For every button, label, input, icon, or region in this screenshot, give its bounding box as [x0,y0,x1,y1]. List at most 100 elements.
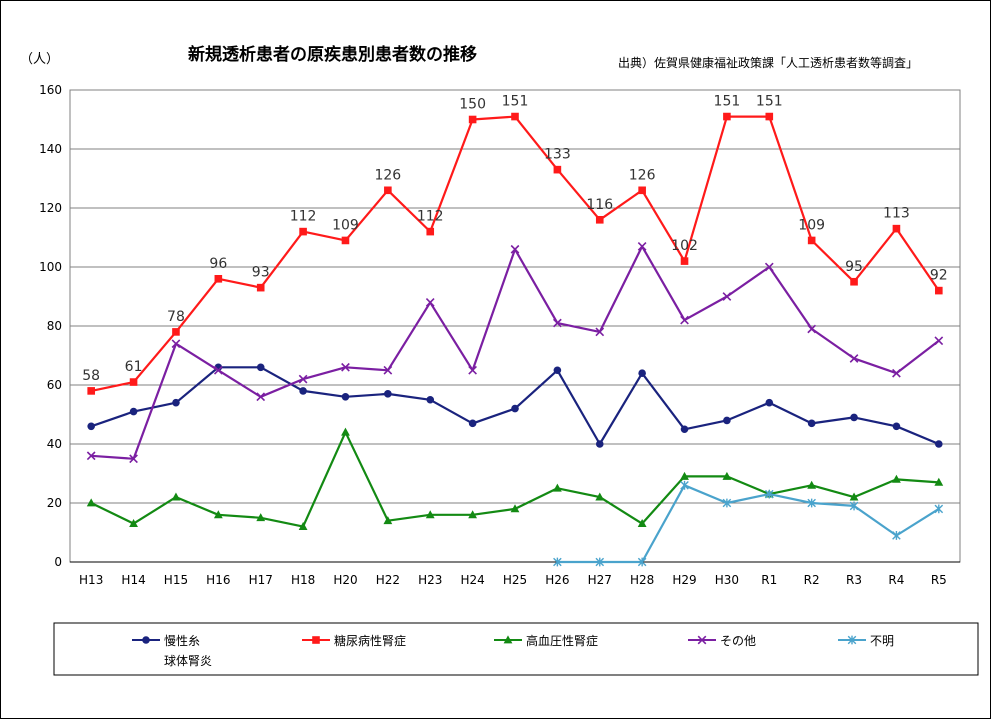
data-point [129,378,138,386]
data-point [341,362,350,372]
data-point [298,522,308,530]
data-point [172,398,180,407]
data-point [426,227,435,236]
data-point [87,422,95,431]
data-point [892,422,901,431]
x-tick-label: H17 [249,573,273,587]
legend-marker [503,635,513,644]
data-point [892,368,901,378]
data-label: 93 [252,265,270,281]
y-tick-label: 60 [47,378,62,392]
data-point [129,454,138,464]
data-point [637,557,647,567]
x-tick-label: H23 [418,573,442,587]
data-point [425,510,435,519]
x-tick-label: H29 [672,573,696,587]
series-4 [553,480,944,567]
legend-label: 高血圧性腎症 [526,633,598,648]
data-point [722,498,732,508]
data-point [680,471,689,480]
data-label: 151 [714,94,741,110]
x-tick-label: H28 [630,573,654,587]
data-label: 96 [209,256,227,272]
data-point [638,186,646,195]
data-point [214,275,223,283]
data-point [256,283,265,292]
data-point [807,498,816,508]
data-point [552,483,562,492]
legend-item-1: 糖尿病性腎症 [302,633,406,648]
legend-marker [697,635,707,645]
data-label: 95 [845,259,863,275]
y-unit-label: （人） [20,52,59,67]
data-point [595,440,604,448]
data-point [384,186,392,195]
x-tick-label: H16 [206,573,230,587]
data-label: 113 [883,206,910,222]
data-label: 92 [930,268,948,284]
data-point [849,492,859,501]
data-point [807,236,816,245]
data-point [934,504,944,514]
x-tick-label: R1 [761,573,777,587]
data-point [298,374,308,384]
data-label: 112 [290,209,317,225]
chart-title: 新規透析患者の原疾患別患者数の推移 [188,44,477,65]
data-point [256,363,265,372]
data-point [468,419,477,428]
data-point [850,413,858,422]
data-point [892,224,901,233]
data-point [256,392,266,402]
y-tick-label: 20 [47,496,62,510]
data-point [637,241,647,251]
data-point [341,236,350,245]
x-tick-label: R2 [804,573,820,587]
data-point [680,257,689,265]
data-point [807,324,817,334]
data-label: 102 [671,238,698,254]
data-point [87,387,95,395]
data-point [935,440,943,448]
legend-item-3: その他 [688,634,756,648]
data-point [595,216,604,224]
data-point [553,318,562,328]
series-layer [86,112,944,567]
data-point [722,471,732,480]
data-point [765,398,774,407]
data-point [383,516,393,525]
legend-marker [142,636,150,644]
data-point [807,480,817,489]
series-1 [87,112,943,395]
data-label-layer: 58 61 78 96 93 112 109 126 112 150 151 133 116 126 102… [82,94,947,384]
data-point [934,477,944,486]
data-point [595,492,605,501]
data-label: 61 [125,359,143,375]
legend-marker [312,636,320,644]
data-point [892,474,901,483]
data-point [638,369,646,378]
data-point [510,504,520,513]
data-point [468,115,477,124]
data-point [680,425,689,434]
series-2 [86,427,944,530]
data-point [723,112,731,121]
source-note: 出典）佐賀県健康福祉政策課「人工透析患者数等調査」 [618,55,918,70]
data-point [764,262,774,272]
x-tick-label: R5 [931,573,947,587]
data-point [637,519,647,528]
data-point [553,165,562,174]
data-point [723,416,731,425]
data-point [171,492,181,501]
y-tick-label: 160 [39,83,62,97]
data-point [892,531,901,540]
data-point [934,336,944,346]
y-tick-label: 100 [39,260,62,274]
axis-layer: 0 20 40 60 80 100 120 140 160 H13 H14 H15 H16 H17 H18 H… [39,83,960,587]
data-point [426,395,435,404]
data-label: 58 [82,368,100,384]
data-label: 133 [544,147,571,163]
legend-label: 不明 [870,634,894,648]
